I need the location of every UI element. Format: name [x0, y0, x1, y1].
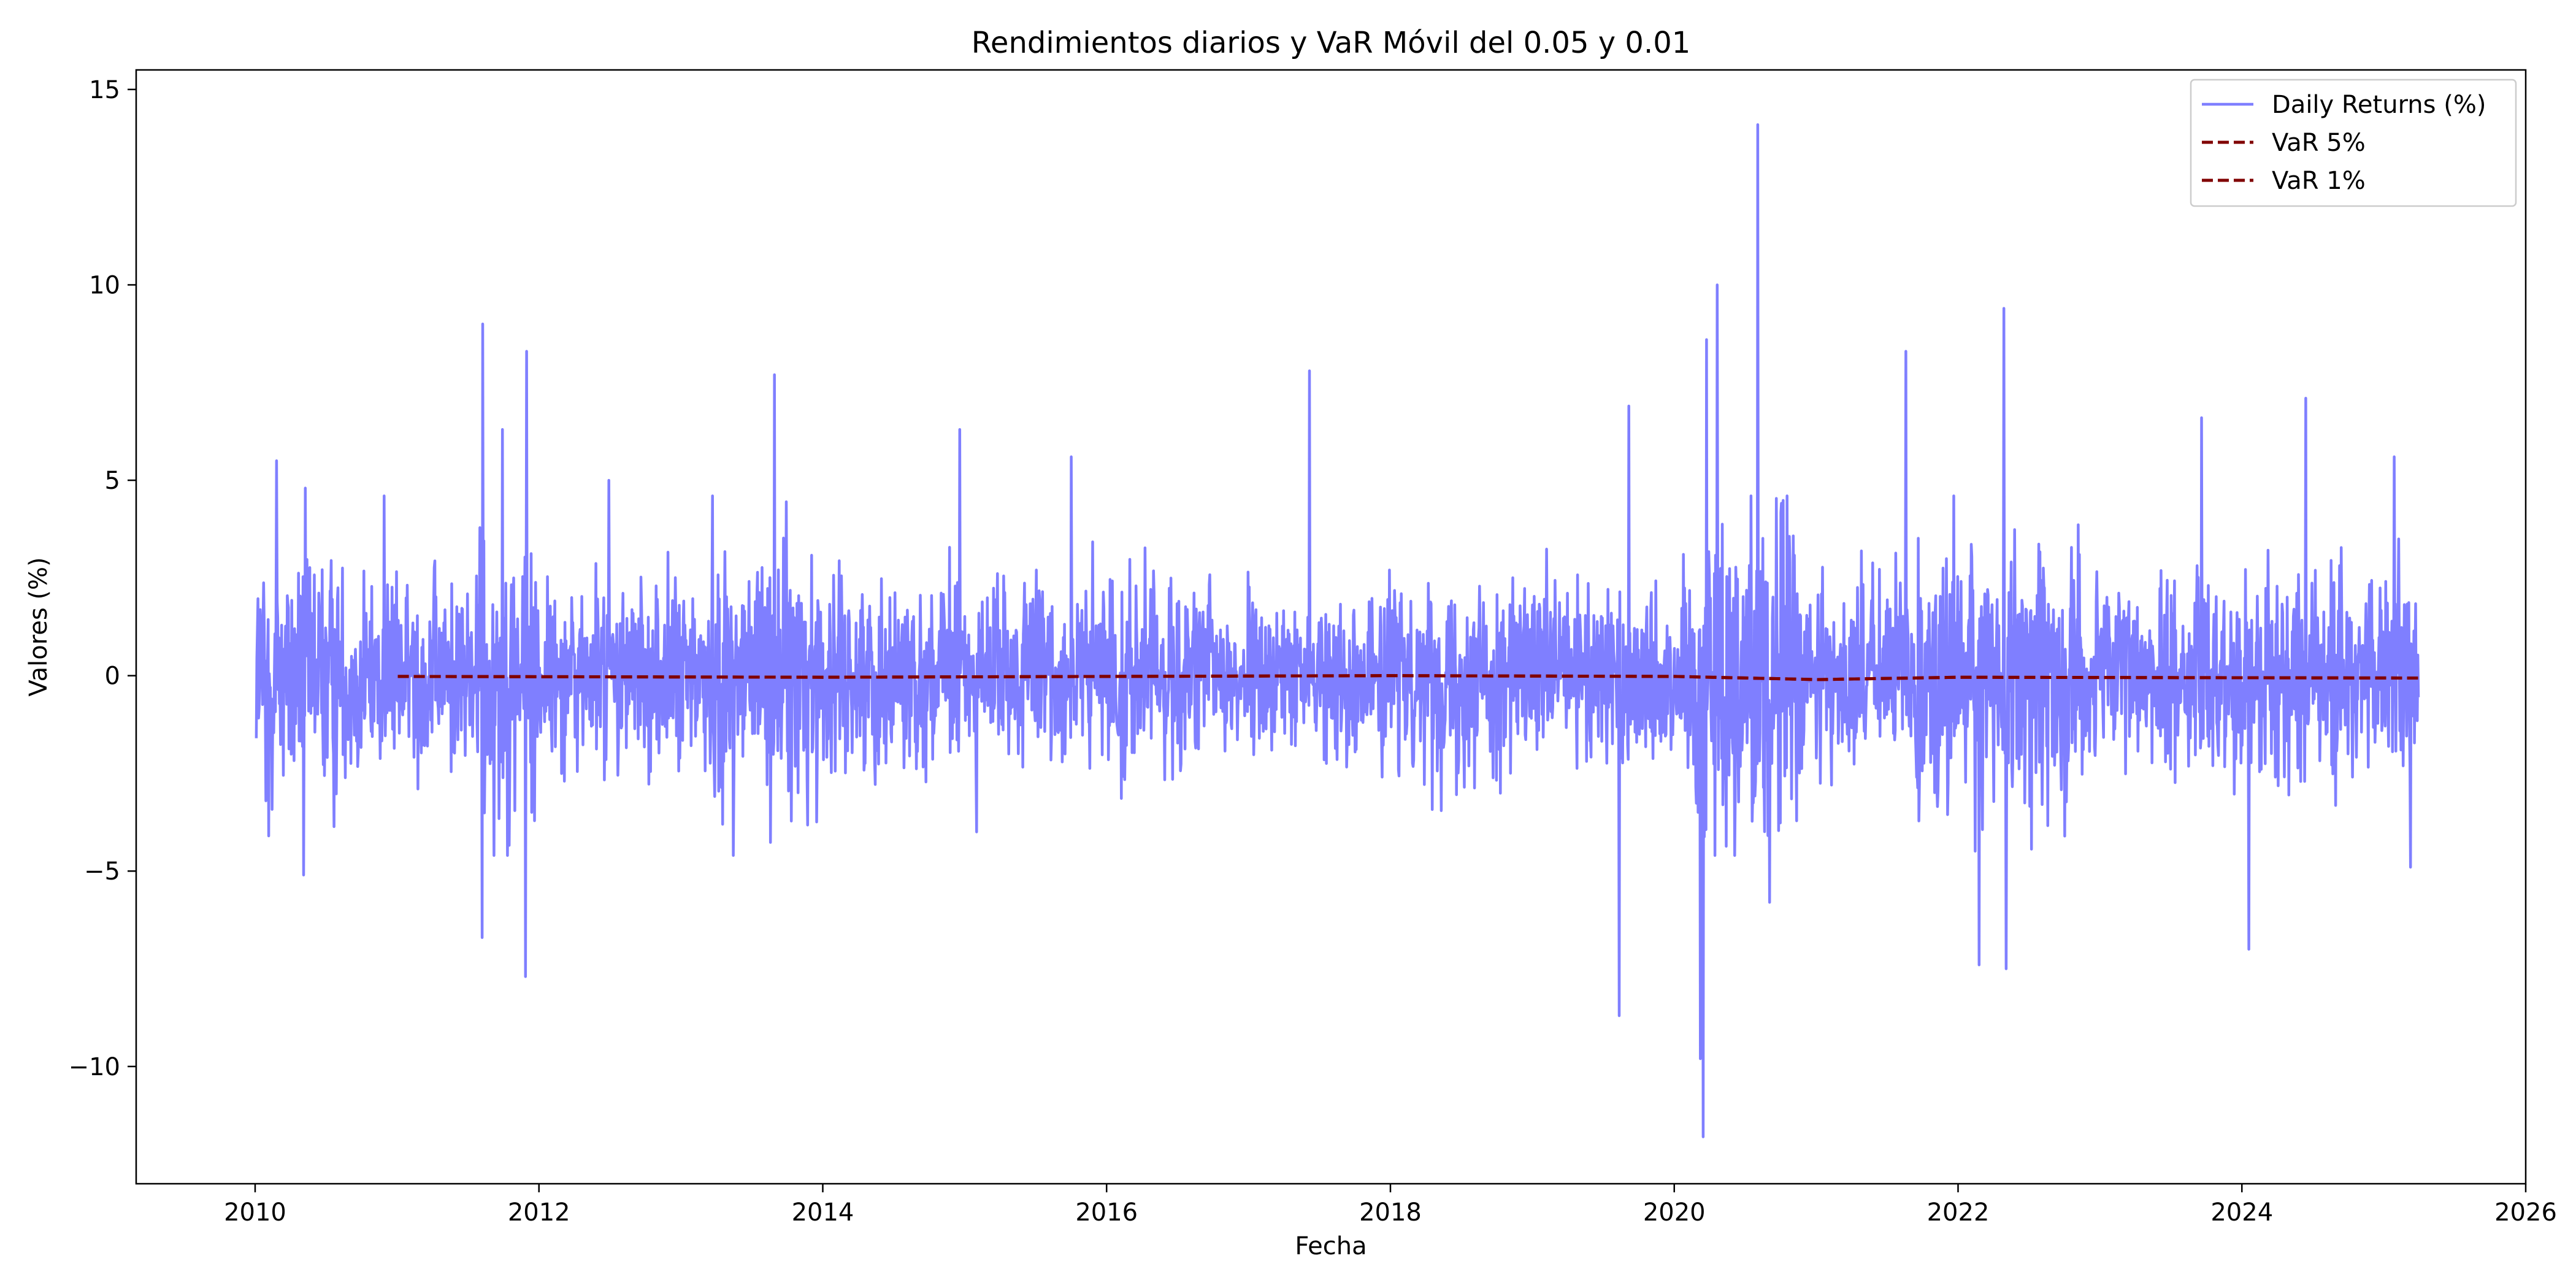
x-tick-label-2: 2014 — [792, 1198, 854, 1227]
plot-layer — [255, 123, 2420, 1138]
x-tick-label-4: 2018 — [1359, 1198, 1422, 1227]
y-tick-label-5: 15 — [89, 76, 120, 104]
chart-title: Rendimientos diarios y VaR Móvil del 0.0… — [972, 26, 1691, 60]
y-tick-label-3: 5 — [105, 467, 120, 495]
x-tick-label-0: 2010 — [224, 1198, 286, 1227]
x-tick-label-5: 2020 — [1643, 1198, 1706, 1227]
x-tick-label-6: 2022 — [1927, 1198, 1990, 1227]
y-axis-label: Valores (%) — [25, 557, 53, 696]
plot-frame — [135, 69, 2527, 1185]
x-tick-label-3: 2016 — [1075, 1198, 1138, 1227]
series-daily-returns-line — [255, 123, 2420, 1138]
legend-label-daily-returns: Daily Returns (%) — [2272, 91, 2486, 119]
series-var-1-line — [397, 674, 2419, 681]
y-tick-label-1: −5 — [84, 857, 120, 886]
x-tick-label-7: 2024 — [2210, 1198, 2273, 1227]
x-tick-label-1: 2012 — [508, 1198, 570, 1227]
x-tick-label-8: 2026 — [2494, 1198, 2557, 1227]
y-tick-label-4: 10 — [89, 271, 120, 299]
y-tick-label-2: 0 — [105, 662, 120, 691]
legend: Daily Returns (%) VaR 5% VaR 1% — [2190, 79, 2517, 207]
y-tick-label-0: −10 — [69, 1053, 120, 1081]
legend-label-var-5: VaR 5% — [2272, 129, 2366, 157]
axis-layer: 2010 2012 2014 2016 2018 2020 2022 2024 2026 −10 −… — [69, 76, 2557, 1227]
legend-label-var-1: VaR 1% — [2272, 167, 2366, 195]
x-axis-label: Fecha — [1295, 1232, 1367, 1260]
legend-box — [2190, 79, 2517, 207]
